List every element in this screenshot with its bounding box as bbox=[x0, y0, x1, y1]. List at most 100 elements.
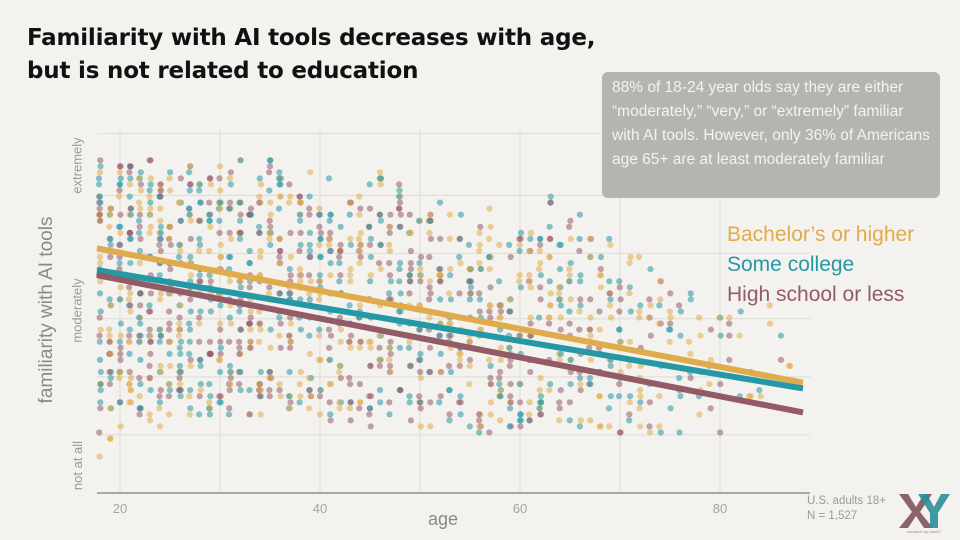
data-point-bachelors bbox=[446, 211, 453, 218]
data-point-hs-or_less bbox=[407, 260, 414, 267]
data-point-some-college bbox=[676, 429, 683, 436]
data-point-hs-or_less bbox=[156, 393, 163, 400]
data-point-hs-or_less bbox=[537, 411, 544, 418]
data-point-bachelors bbox=[247, 308, 254, 315]
data-point-some-college bbox=[667, 326, 674, 333]
data-point-bachelors bbox=[417, 374, 424, 382]
data-point-bachelors bbox=[166, 223, 173, 230]
data-point-bachelors bbox=[387, 368, 394, 376]
data-point-hs-or_less bbox=[136, 223, 143, 230]
data-point-hs-or_less bbox=[337, 272, 344, 279]
data-point-some-college bbox=[316, 211, 323, 218]
data-point-bachelors bbox=[685, 338, 693, 345]
data-point-bachelors bbox=[726, 314, 733, 321]
data-point-some-college bbox=[606, 278, 613, 285]
data-point-some-college bbox=[367, 235, 374, 242]
data-point-some-college bbox=[466, 296, 473, 303]
data-point-hs-or_less bbox=[587, 296, 594, 303]
data-point-some-college bbox=[246, 387, 253, 394]
data-point-some-college bbox=[615, 393, 623, 400]
data-point-some-college bbox=[186, 205, 193, 212]
data-point-bachelors bbox=[157, 217, 164, 224]
data-point-hs-or_less bbox=[497, 308, 504, 315]
data-point-some-college bbox=[206, 272, 213, 279]
data-point-some-college bbox=[377, 217, 384, 224]
data-point-some-college bbox=[116, 181, 123, 188]
data-point-bachelors bbox=[177, 247, 184, 255]
data-point-some-college bbox=[197, 356, 204, 363]
data-point-hs-or_less bbox=[347, 399, 354, 406]
data-point-some-college bbox=[216, 399, 223, 406]
data-point-bachelors bbox=[106, 332, 113, 339]
data-point-hs-or_less bbox=[137, 290, 144, 297]
data-point-hs-or_less bbox=[96, 332, 103, 339]
data-point-some-college bbox=[247, 211, 255, 218]
data-point-some-college bbox=[516, 381, 523, 388]
data-point-some-college bbox=[756, 387, 763, 394]
data-point-bachelors bbox=[666, 338, 673, 345]
data-point-some-college bbox=[97, 308, 104, 315]
data-point-hs-or_less bbox=[537, 241, 544, 248]
data-point-hs-or_less bbox=[316, 393, 323, 400]
data-point-hs-or_less bbox=[326, 344, 333, 351]
data-point-some-college bbox=[237, 284, 244, 291]
trend-line-bachelors bbox=[96, 245, 804, 386]
data-point-bachelors bbox=[347, 199, 354, 206]
data-point-hs-or_less bbox=[676, 302, 683, 309]
data-point-some-college bbox=[396, 344, 403, 351]
data-point-bachelors bbox=[476, 260, 483, 267]
data-point-hs-or_less bbox=[376, 344, 383, 351]
data-point-hs-or_less bbox=[516, 399, 524, 406]
data-point-bachelors bbox=[267, 229, 274, 236]
data-point-hs-or_less bbox=[426, 253, 433, 261]
data-point-hs-or_less bbox=[117, 163, 124, 170]
data-point-some-college bbox=[587, 381, 594, 388]
data-point-some-college bbox=[497, 393, 504, 400]
data-point-some-college bbox=[327, 260, 334, 267]
data-point-some-college bbox=[196, 241, 204, 248]
data-point-bachelors bbox=[286, 405, 293, 412]
data-point-bachelors bbox=[257, 247, 264, 255]
data-point-hs-or_less bbox=[476, 308, 483, 315]
data-point-hs-or_less bbox=[196, 393, 203, 400]
data-point-bachelors bbox=[456, 356, 463, 363]
data-point-bachelors bbox=[567, 235, 574, 242]
data-point-hs-or_less bbox=[407, 247, 414, 255]
data-point-some-college bbox=[406, 393, 413, 400]
data-point-bachelors bbox=[447, 320, 454, 327]
data-point-bachelors bbox=[386, 241, 393, 248]
data-point-bachelors bbox=[166, 411, 173, 418]
data-point-bachelors bbox=[187, 362, 194, 369]
data-point-hs-or_less bbox=[317, 229, 324, 236]
data-point-some-college bbox=[267, 241, 274, 248]
data-point-bachelors bbox=[276, 332, 283, 339]
data-point-bachelors bbox=[257, 181, 265, 188]
data-point-some-college bbox=[656, 302, 663, 309]
data-point-hs-or_less bbox=[497, 368, 504, 376]
data-point-hs-or_less bbox=[196, 278, 203, 285]
data-point-hs-or_less bbox=[527, 368, 534, 376]
data-point-hs-or_less bbox=[337, 241, 344, 248]
data-point-hs-or_less bbox=[347, 381, 354, 388]
x-tick-label: 60 bbox=[513, 501, 527, 516]
data-point-bachelors bbox=[307, 278, 314, 285]
data-point-some-college bbox=[156, 193, 163, 200]
data-point-some-college bbox=[457, 393, 464, 400]
data-point-bachelors bbox=[606, 423, 613, 430]
data-point-some-college bbox=[277, 181, 284, 188]
data-point-bachelors bbox=[306, 405, 313, 412]
data-point-some-college bbox=[187, 387, 194, 394]
data-point-bachelors bbox=[426, 278, 433, 285]
data-point-bachelors bbox=[186, 393, 193, 400]
data-point-some-college bbox=[227, 253, 234, 261]
data-point-hs-or_less bbox=[427, 235, 434, 242]
data-point-bachelors bbox=[516, 241, 523, 248]
data-point-hs-or_less bbox=[126, 332, 133, 339]
data-point-bachelors bbox=[636, 405, 643, 412]
data-point-hs-or_less bbox=[107, 253, 114, 261]
data-point-some-college bbox=[196, 272, 203, 279]
data-point-some-college bbox=[327, 411, 334, 418]
data-point-hs-or_less bbox=[646, 423, 653, 430]
data-point-hs-or_less bbox=[427, 368, 434, 376]
data-point-some-college bbox=[507, 308, 514, 315]
